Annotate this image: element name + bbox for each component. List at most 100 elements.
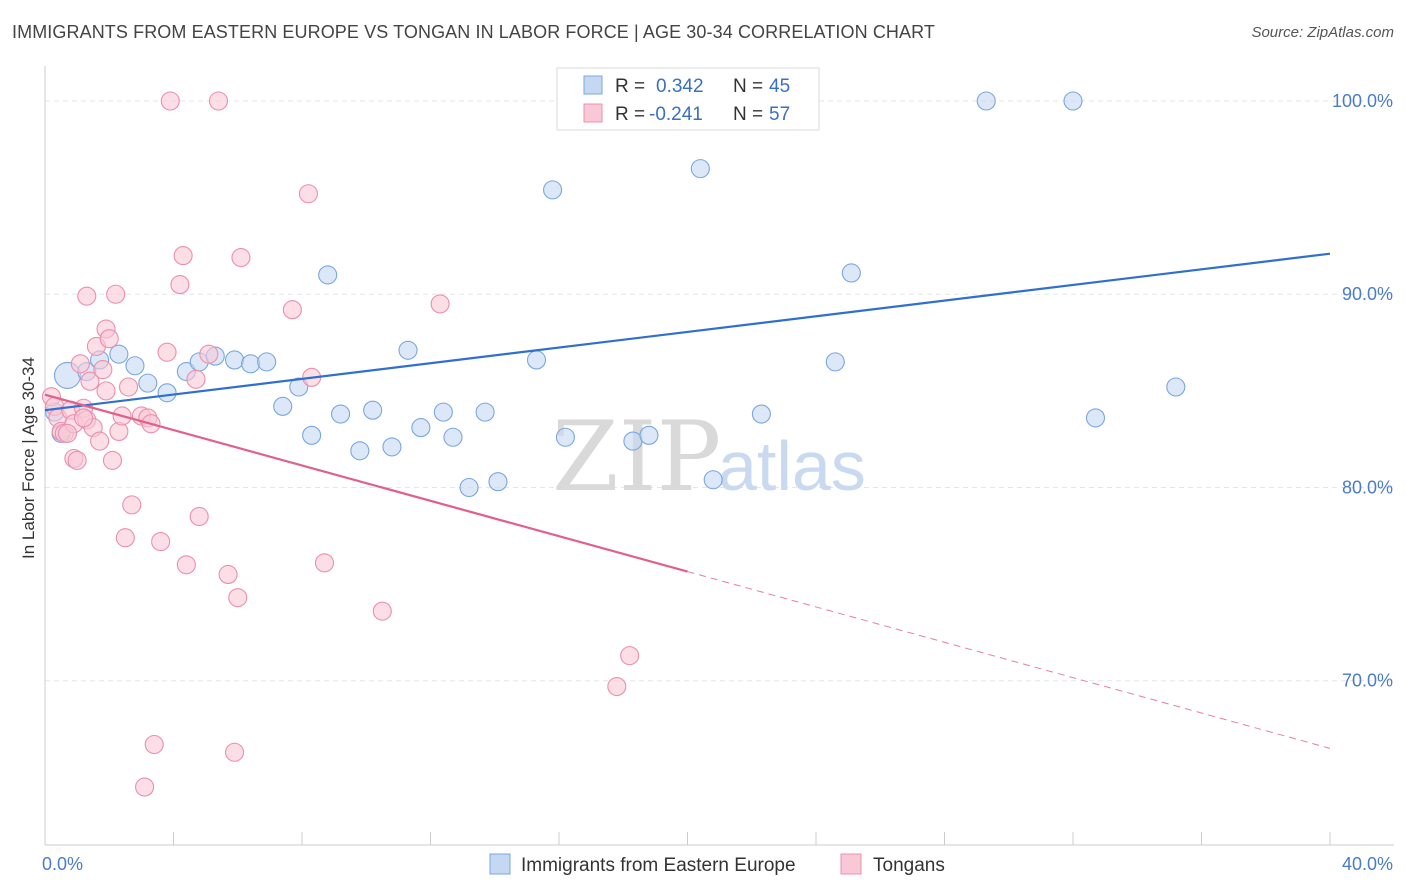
pink-point-26: [118, 377, 139, 397]
pink-point-16: [90, 431, 110, 451]
pink-point-50: [314, 553, 335, 573]
pink-point-23: [109, 421, 129, 441]
pink-point-12: [77, 286, 97, 306]
blue-point-45: [1166, 377, 1186, 397]
blue-point-24: [411, 418, 431, 438]
blue-point-23: [398, 340, 418, 360]
pink-point-9: [70, 354, 90, 374]
pink-point-38: [176, 555, 196, 575]
pink-point-47: [282, 300, 302, 320]
pink-point-40: [189, 506, 209, 527]
legend-r-label-pink: R =: [615, 104, 645, 125]
blue-point-40: [825, 352, 845, 372]
blue-trend-line: [44, 252, 1331, 412]
blue-point-18: [318, 265, 338, 285]
pink-point-35: [160, 91, 180, 111]
blue-point-28: [475, 402, 495, 422]
pink-point-42: [208, 91, 229, 111]
pink-point-52: [430, 294, 450, 314]
blue-point-34: [623, 431, 643, 451]
legend-swatch-pink: [583, 103, 603, 123]
pink-point-27: [122, 495, 142, 515]
blue-point-13: [241, 354, 261, 374]
pink-point-25: [115, 528, 135, 548]
pink-point-32: [144, 734, 164, 755]
pink-trend-line: [44, 393, 688, 573]
blue-point-14: [257, 352, 277, 372]
pink-point-13: [80, 371, 100, 391]
pink-point-44: [224, 742, 245, 762]
pink-point-43: [218, 564, 238, 585]
blue-point-6: [125, 356, 145, 376]
pink-point-48: [298, 184, 318, 204]
bottom-legend-swatch-blue: [489, 853, 511, 875]
legend-r-label-blue: R =: [615, 76, 645, 97]
blue-point-25: [433, 402, 453, 422]
pink-point-18: [96, 381, 116, 401]
chart-title: IMMIGRANTS FROM EASTERN EUROPE VS TONGAN…: [12, 22, 936, 42]
x-tick-label-1: 40.0%: [1342, 854, 1393, 874]
trend-lines: [44, 252, 1331, 749]
blue-point-32: [555, 427, 575, 447]
pink-point-55: [57, 423, 78, 443]
blue-point-5: [109, 344, 129, 364]
blue-point-22: [382, 437, 402, 457]
blue-point-39: [751, 404, 771, 424]
blue-point-21: [363, 400, 383, 420]
blue-point-17: [302, 425, 322, 445]
blue-point-31: [543, 180, 563, 200]
y-tick-label-1: 80.0%: [1342, 477, 1393, 497]
blue-point-42: [976, 91, 996, 111]
pink-point-53: [607, 676, 627, 697]
legend-r-value-blue: 0.342: [656, 76, 704, 97]
x-tick-label-0: 0.0%: [42, 854, 83, 874]
pink-point-20: [99, 329, 119, 349]
pink-point-21: [102, 450, 123, 470]
pink-point-22: [106, 284, 126, 304]
blue-point-8: [157, 383, 177, 403]
pink-trend-line-extension: [687, 571, 1331, 749]
pink-point-56: [74, 408, 94, 428]
pink-point-36: [170, 275, 190, 295]
blue-point-15: [273, 396, 293, 416]
pink-point-51: [372, 601, 392, 621]
blue-point-16: [289, 377, 309, 397]
blue-point-29: [488, 472, 508, 492]
blue-point-30: [526, 350, 547, 370]
y-tick-label-0: 70.0%: [1342, 671, 1393, 691]
legend-n-label-pink: N =: [733, 104, 763, 125]
chart-source: Source: ZipAtlas.com: [1251, 24, 1394, 41]
bottom-legend-label-pink: Tongans: [873, 855, 945, 876]
legend-n-value-blue: 45: [769, 76, 790, 97]
y-tick-label-3: 100.0%: [1332, 91, 1393, 111]
blue-point-37: [703, 470, 723, 490]
blue-point-7: [138, 373, 158, 393]
y-tick-label-2: 90.0%: [1342, 284, 1393, 304]
watermark-atlas: atlas: [718, 427, 866, 505]
correlation-legend: R = 0.342 N = 45 R = -0.241 N = 57: [556, 67, 820, 131]
blue-point-43: [1063, 91, 1083, 111]
y-tick-labels: 70.0% 80.0% 90.0% 100.0%: [1332, 91, 1393, 691]
pink-point-45: [228, 588, 248, 608]
blue-point-12: [224, 350, 245, 370]
legend-r-value-pink: -0.241: [649, 104, 703, 125]
pink-point-46: [231, 247, 251, 268]
blue-point-35: [639, 425, 659, 445]
x-tick-labels: 0.0% 40.0%: [42, 854, 1393, 874]
pink-point-33: [151, 532, 171, 552]
series-immigrants-eastern-europe: [45, 91, 1186, 498]
blue-point-26: [443, 427, 463, 447]
gridlines: [45, 100, 1392, 682]
pink-point-34: [157, 342, 177, 362]
watermark-zip: ZIP: [552, 401, 721, 513]
pink-point-39: [186, 369, 206, 389]
pink-point-37: [173, 246, 193, 266]
blue-point-36: [690, 159, 710, 179]
axes: [44, 66, 1394, 846]
blue-point-20: [350, 441, 370, 461]
blue-point-44: [1085, 408, 1106, 428]
y-axis-label: In Labor Force | Age 30-34: [19, 357, 38, 559]
series-legend: Immigrants from Eastern Europe Tongans: [489, 853, 945, 876]
series-tongans: [41, 91, 640, 797]
